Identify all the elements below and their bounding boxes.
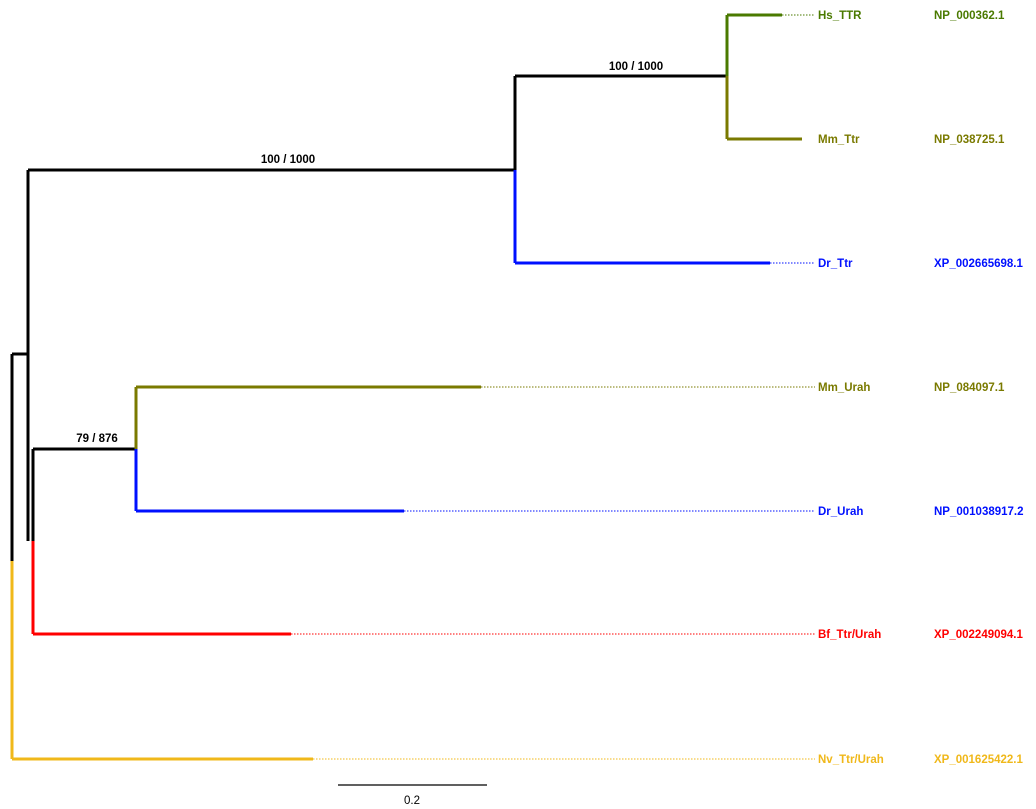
support-ttr-vertebrate: 100 / 1000 [609, 61, 663, 73]
accession-mm-urah: NP_084097.1 [934, 382, 1005, 394]
accession-bf-ttr-urah: XP_002249094.1 [934, 629, 1023, 641]
support-urah-clade: 79 / 876 [76, 433, 118, 445]
scale-bar: 0.2 [338, 784, 487, 807]
accession-hs-ttr: NP_000362.1 [934, 10, 1005, 22]
accession-nv-ttr-urah: XP_001625422.1 [934, 754, 1023, 766]
taxon-mm-ttr: Mm_Ttr [818, 134, 860, 146]
taxon-labels: Hs_TTR Mm_Ttr Dr_Ttr Mm_Urah Dr_Urah Bf_… [818, 10, 884, 766]
support-labels: 100 / 1000 100 / 1000 79 / 876 [76, 61, 663, 445]
taxon-dr-ttr: Dr_Ttr [818, 258, 853, 270]
taxon-dr-urah: Dr_Urah [818, 506, 863, 518]
accession-mm-ttr: NP_038725.1 [934, 134, 1005, 146]
taxon-hs-ttr: Hs_TTR [818, 10, 862, 22]
support-ttr-clade: 100 / 1000 [261, 154, 315, 166]
taxon-mm-urah: Mm_Urah [818, 382, 870, 394]
accession-labels: NP_000362.1 NP_038725.1 XP_002665698.1 N… [934, 10, 1024, 766]
taxon-bf-ttr-urah: Bf_Ttr/Urah [818, 629, 881, 641]
taxon-nv-ttr-urah: Nv_Ttr/Urah [818, 754, 884, 766]
tree-leaders [291, 14, 815, 760]
tree-branches [10, 13, 802, 761]
accession-dr-ttr: XP_002665698.1 [934, 258, 1023, 270]
scale-bar-label: 0.2 [404, 795, 420, 807]
accession-dr-urah: NP_001038917.2 [934, 506, 1024, 518]
